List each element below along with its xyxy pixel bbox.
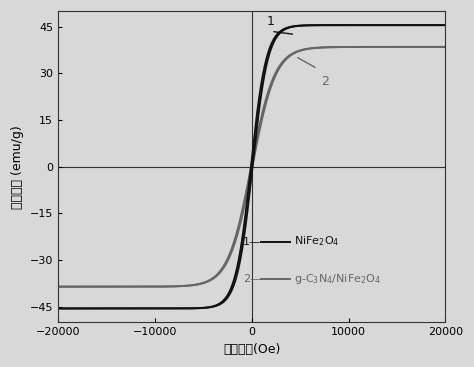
X-axis label: 磁场强度(Oe): 磁场强度(Oe) bbox=[223, 343, 280, 356]
Text: 2—: 2— bbox=[243, 274, 261, 284]
Text: 1—: 1— bbox=[243, 236, 261, 247]
Text: 2: 2 bbox=[321, 75, 329, 88]
Y-axis label: 磁化强度 (emu/g): 磁化强度 (emu/g) bbox=[11, 125, 24, 209]
Text: g-C$_3$N$_4$/NiFe$_2$O$_4$: g-C$_3$N$_4$/NiFe$_2$O$_4$ bbox=[294, 272, 382, 286]
Text: 1: 1 bbox=[267, 15, 275, 28]
Text: NiFe$_2$O$_4$: NiFe$_2$O$_4$ bbox=[294, 235, 340, 248]
